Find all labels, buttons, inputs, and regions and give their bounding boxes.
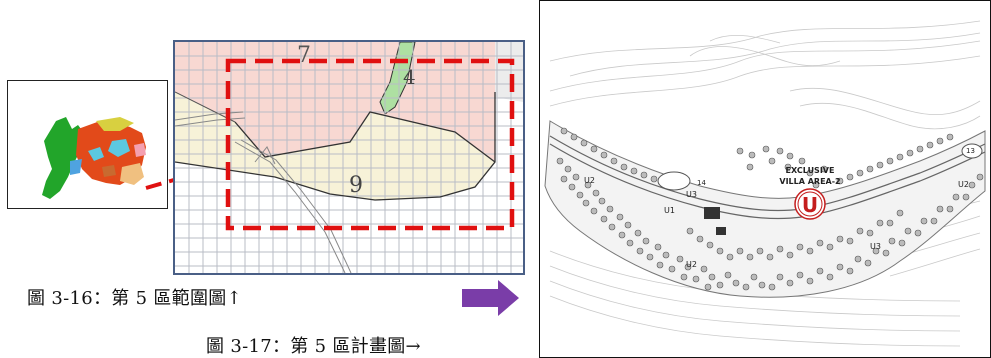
- area-title-line2: VILLA AREA-2: [779, 177, 840, 186]
- connector-dash-lower: [145, 163, 227, 190]
- villa-lot-dots: [556, 127, 984, 291]
- unit-label: 13: [966, 147, 975, 155]
- zoning-grid-svg: 7 4 9: [175, 42, 523, 273]
- grid-lines: [175, 42, 523, 273]
- unit-label: U2: [958, 180, 969, 189]
- unit-label: U1: [664, 206, 675, 215]
- figure-caption-3-16: 圖 3-16：第 5 區範圍圖↑: [27, 288, 242, 309]
- unit-label: U2: [584, 176, 595, 185]
- unit-label: U3: [870, 242, 881, 251]
- area-title-line1: EXCLUSIVE: [786, 166, 835, 175]
- site-plan-svg: U EXCLUSIVE VILLA AREA-2 U2 U1 U3 14 U2 …: [544, 20, 986, 347]
- location-thumbnail: [7, 80, 168, 209]
- zone-label-4: 4: [403, 65, 416, 89]
- unit-label: U2: [686, 260, 697, 269]
- unit-label: U3: [686, 190, 697, 199]
- villa-symbol: U: [802, 193, 818, 217]
- zone-label-9: 9: [349, 173, 363, 198]
- arrow-right-icon: [462, 280, 519, 316]
- zone-label-7: 7: [297, 43, 311, 68]
- site-plan-frame: U EXCLUSIVE VILLA AREA-2 U2 U1 U3 14 U2 …: [539, 0, 991, 358]
- villa-area-marker: [794, 188, 826, 220]
- zoom-zoning-map: 7 4 9: [173, 40, 525, 275]
- figure-caption-3-17: 圖 3-17：第 5 區計畫圖→: [206, 336, 421, 357]
- unit-label: 14: [697, 179, 706, 187]
- highlight-dashed-rect: [225, 58, 515, 231]
- location-thumbnail-map: [42, 117, 146, 199]
